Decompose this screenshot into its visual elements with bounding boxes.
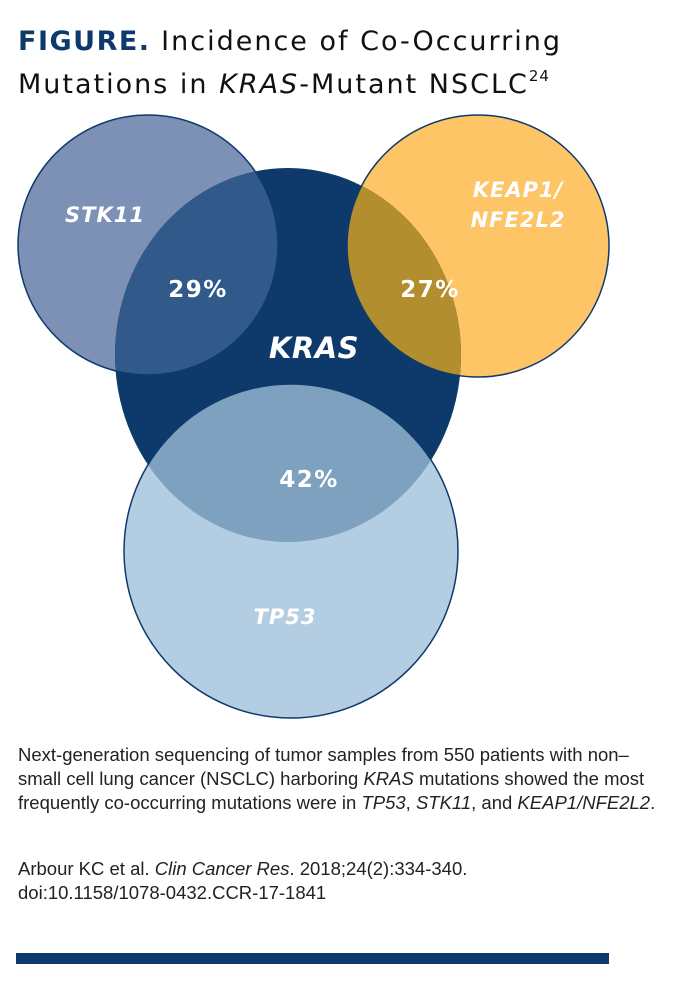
citation-journal: Clin Cancer Res [154,858,290,879]
kras-tp53-overlap [123,383,459,542]
title-gene: KRAS [219,69,300,100]
citation: Arbour KC et al. Clin Cancer Res. 2018;2… [18,857,658,905]
citation-authors: Arbour KC et al. [18,858,150,879]
caption-part2: mutations showed the most frequently co-… [18,768,645,813]
keap1-overlap-value: 27% [400,277,460,303]
stk11-label: STK11 [65,203,145,227]
title-part1: Incidence of Co-Occurring [161,26,563,57]
figure-caption: Next-generation sequencing of tumor samp… [18,743,658,815]
caption-gene-keap1: KEAP1/NFE2L2 [517,792,651,813]
caption-sep2: , and [471,792,513,813]
tp53-overlap-value: 42% [279,467,339,493]
footer-rule [16,953,609,964]
venn-diagram: STK11 KEAP1/ NFE2L2 KRAS TP53 29% 27% 42… [17,114,610,719]
caption-end: . [650,792,656,813]
caption-gene-stk11: STK11 [415,792,472,813]
title-part3: -Mutant NSCLC [299,69,529,100]
citation-details: . 2018;24(2):334-340. [289,858,468,879]
caption-part1: Next-generation sequencing of tumor samp… [18,744,629,789]
keap1-label: KEAP1/ [473,178,565,202]
tp53-label: TP53 [254,605,317,629]
kras-label: KRAS [269,331,359,365]
nfe2l2-label: NFE2L2 [471,208,566,232]
caption-gene-kras: KRAS [363,768,414,789]
stk11-overlap-value: 29% [168,277,228,303]
caption-gene-tp53: TP53 [361,792,406,813]
figure-title: FIGURE. Incidence of Co-Occurring Mutati… [18,24,678,102]
citation-doi: doi:10.1158/1078-0432.CCR-17-1841 [18,882,327,903]
title-part2: Mutations in [18,69,209,100]
figure-label: FIGURE. [18,26,151,57]
title-reference: 24 [528,67,550,85]
caption-sep1: , [405,792,411,813]
